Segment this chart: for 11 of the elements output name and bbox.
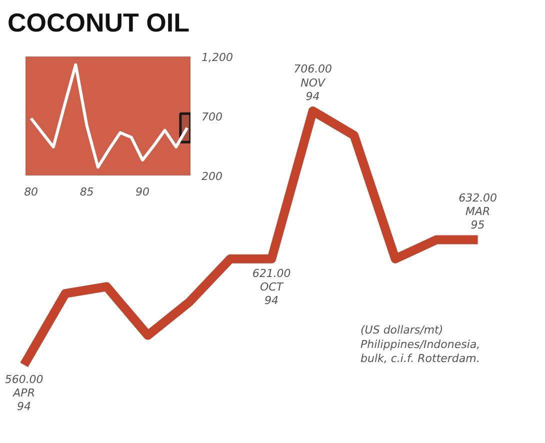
data-label: 706.00 NOV 94 bbox=[294, 62, 332, 104]
x-tick-label: 85 bbox=[80, 186, 94, 198]
y-tick-label: 700 bbox=[202, 110, 222, 124]
x-tick-label: 90 bbox=[136, 186, 150, 198]
chart-title: COCONUT OIL bbox=[8, 8, 190, 38]
data-label: 621.00 OCT 94 bbox=[252, 266, 291, 308]
y-tick-label: 1,200 bbox=[202, 51, 233, 64]
x-tick-label: 80 bbox=[24, 186, 38, 198]
data-label: 632.00 MAR 95 bbox=[458, 191, 498, 232]
y-tick-label: 200 bbox=[202, 170, 222, 183]
annotation: (US dollars/mt) Philippines/Indonesia, bulk, c.i.f. Rotterdam. bbox=[360, 324, 480, 366]
